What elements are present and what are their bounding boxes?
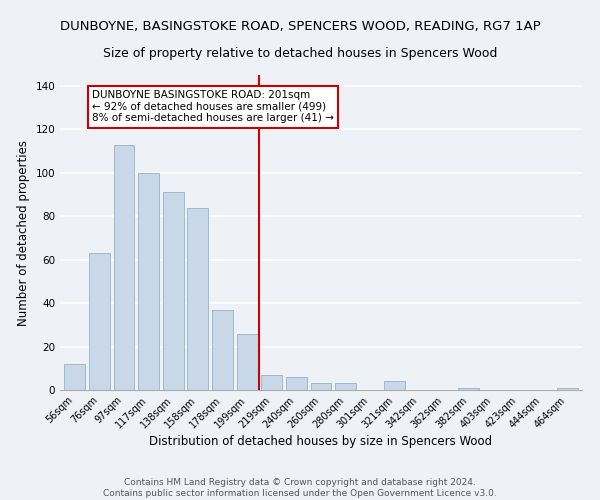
Text: DUNBOYNE, BASINGSTOKE ROAD, SPENCERS WOOD, READING, RG7 1AP: DUNBOYNE, BASINGSTOKE ROAD, SPENCERS WOO…: [59, 20, 541, 33]
Text: Size of property relative to detached houses in Spencers Wood: Size of property relative to detached ho…: [103, 48, 497, 60]
Bar: [458, 388, 479, 390]
Bar: [286, 377, 307, 390]
X-axis label: Distribution of detached houses by size in Spencers Wood: Distribution of detached houses by size …: [149, 435, 493, 448]
Bar: [385, 382, 406, 390]
Bar: [138, 173, 159, 390]
Bar: [557, 388, 578, 390]
Bar: [236, 334, 257, 390]
Bar: [64, 364, 85, 390]
Bar: [187, 208, 208, 390]
Text: DUNBOYNE BASINGSTOKE ROAD: 201sqm
← 92% of detached houses are smaller (499)
8% : DUNBOYNE BASINGSTOKE ROAD: 201sqm ← 92% …: [92, 90, 334, 124]
Bar: [212, 310, 233, 390]
Bar: [89, 253, 110, 390]
Bar: [163, 192, 184, 390]
Bar: [335, 384, 356, 390]
Bar: [311, 384, 331, 390]
Bar: [261, 375, 282, 390]
Y-axis label: Number of detached properties: Number of detached properties: [17, 140, 30, 326]
Bar: [113, 144, 134, 390]
Text: Contains HM Land Registry data © Crown copyright and database right 2024.
Contai: Contains HM Land Registry data © Crown c…: [103, 478, 497, 498]
